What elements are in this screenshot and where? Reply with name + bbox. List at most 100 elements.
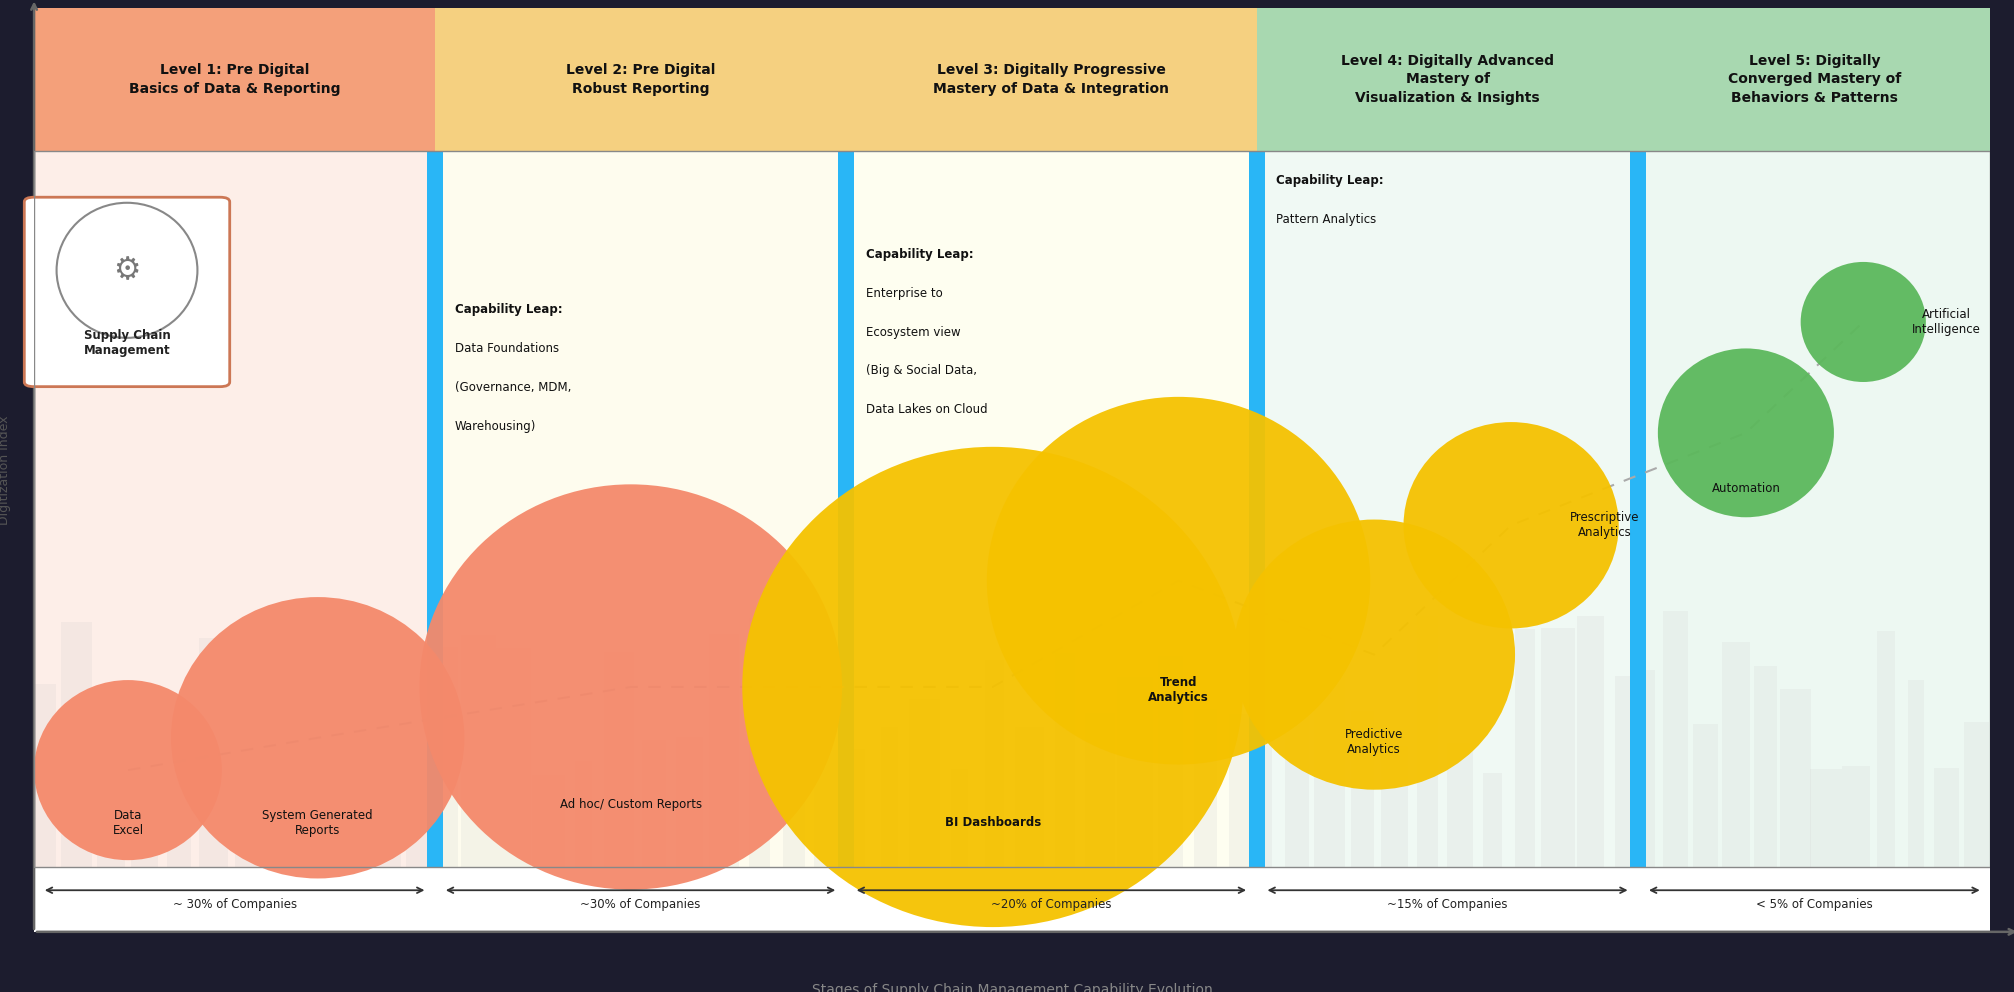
Text: ~15% of Companies: ~15% of Companies bbox=[1388, 898, 1508, 911]
Text: Level 3: Digitally Progressive
Mastery of Data & Integration: Level 3: Digitally Progressive Mastery o… bbox=[932, 63, 1170, 95]
Text: ⚙: ⚙ bbox=[113, 256, 141, 285]
Ellipse shape bbox=[1801, 262, 1925, 382]
Bar bbox=[495, 648, 532, 867]
Bar bbox=[429, 647, 457, 867]
Bar bbox=[167, 778, 191, 867]
Bar bbox=[709, 634, 739, 867]
Ellipse shape bbox=[419, 484, 842, 890]
Bar bbox=[783, 684, 806, 867]
Bar bbox=[1257, 8, 1637, 151]
Text: Data Lakes on Cloud: Data Lakes on Cloud bbox=[866, 404, 987, 417]
Bar bbox=[532, 775, 566, 867]
Text: Data
Excel: Data Excel bbox=[113, 808, 143, 837]
Bar bbox=[1907, 681, 1925, 867]
Bar bbox=[1933, 768, 1960, 867]
Text: ~ 30% of Companies: ~ 30% of Companies bbox=[173, 898, 296, 911]
Bar bbox=[1635, 671, 1656, 867]
Text: Ad hoc/ Custom Reports: Ad hoc/ Custom Reports bbox=[560, 798, 701, 810]
Bar bbox=[1086, 713, 1116, 867]
Bar bbox=[298, 613, 334, 867]
Ellipse shape bbox=[34, 681, 222, 860]
Text: Enterprise to: Enterprise to bbox=[866, 287, 943, 300]
Text: Level 2: Pre Digital
Robust Reporting: Level 2: Pre Digital Robust Reporting bbox=[566, 63, 715, 95]
Bar bbox=[1418, 616, 1438, 867]
Bar bbox=[576, 761, 592, 867]
Bar bbox=[1229, 713, 1251, 867]
Bar bbox=[880, 727, 898, 867]
Text: ~20% of Companies: ~20% of Companies bbox=[991, 898, 1112, 911]
Bar bbox=[1877, 631, 1895, 867]
Ellipse shape bbox=[743, 446, 1243, 928]
Bar bbox=[1722, 642, 1750, 867]
Bar bbox=[1482, 773, 1502, 867]
Bar bbox=[1382, 746, 1408, 867]
Bar bbox=[1811, 769, 1841, 867]
Bar bbox=[1577, 616, 1605, 867]
FancyBboxPatch shape bbox=[24, 197, 230, 387]
Bar bbox=[34, 8, 435, 151]
Text: Predictive
Analytics: Predictive Analytics bbox=[1345, 728, 1404, 756]
Ellipse shape bbox=[987, 397, 1370, 765]
Text: ~30% of Companies: ~30% of Companies bbox=[580, 898, 701, 911]
Text: Digitization Index: Digitization Index bbox=[0, 415, 12, 525]
Text: (Big & Social Data,: (Big & Social Data, bbox=[866, 364, 977, 378]
Bar bbox=[846, 151, 1257, 867]
Bar bbox=[1841, 766, 1871, 867]
Bar bbox=[1158, 656, 1182, 867]
Bar bbox=[1515, 629, 1535, 867]
Bar bbox=[1664, 611, 1688, 867]
Text: Pattern Analytics: Pattern Analytics bbox=[1277, 213, 1378, 226]
Bar bbox=[435, 151, 846, 867]
Text: System Generated
Reports: System Generated Reports bbox=[262, 808, 373, 837]
Text: Level 4: Digitally Advanced
Mastery of
Visualization & Insights: Level 4: Digitally Advanced Mastery of V… bbox=[1341, 54, 1555, 105]
Bar bbox=[985, 660, 1005, 867]
Bar bbox=[1055, 653, 1075, 867]
Bar bbox=[1615, 677, 1631, 867]
Text: Capability Leap:: Capability Leap: bbox=[1277, 175, 1384, 187]
Text: Level 1: Pre Digital
Basics of Data & Reporting: Level 1: Pre Digital Basics of Data & Re… bbox=[129, 63, 340, 95]
Bar bbox=[427, 151, 443, 867]
Text: Capability Leap:: Capability Leap: bbox=[455, 304, 562, 316]
Bar bbox=[1754, 666, 1776, 867]
Ellipse shape bbox=[1658, 348, 1835, 517]
Bar bbox=[1257, 151, 1637, 867]
Text: Stages of Supply Chain Management Capability Evolution: Stages of Supply Chain Management Capabi… bbox=[812, 983, 1212, 992]
Bar bbox=[1448, 743, 1472, 867]
Text: Capability Leap:: Capability Leap: bbox=[866, 248, 973, 261]
Bar bbox=[675, 737, 703, 867]
Bar bbox=[951, 769, 969, 867]
Text: Trend
Analytics: Trend Analytics bbox=[1148, 676, 1208, 703]
Text: Level 5: Digitally
Converged Mastery of
Behaviors & Patterns: Level 5: Digitally Converged Mastery of … bbox=[1728, 54, 1901, 105]
Bar bbox=[1194, 708, 1216, 867]
Text: (Governance, MDM,: (Governance, MDM, bbox=[455, 381, 572, 394]
Bar bbox=[846, 8, 1257, 151]
Text: Supply Chain
Management: Supply Chain Management bbox=[85, 329, 171, 357]
Bar bbox=[1694, 723, 1718, 867]
Bar bbox=[461, 635, 495, 867]
Bar bbox=[199, 638, 228, 867]
Bar bbox=[435, 8, 846, 151]
Bar bbox=[1637, 151, 1990, 867]
Bar bbox=[1249, 151, 1265, 867]
Ellipse shape bbox=[171, 597, 465, 879]
Bar bbox=[1631, 151, 1645, 867]
Text: < 5% of Companies: < 5% of Companies bbox=[1756, 898, 1873, 911]
Bar bbox=[60, 622, 91, 867]
Bar bbox=[604, 652, 634, 867]
Bar bbox=[1285, 655, 1309, 867]
Bar bbox=[236, 648, 260, 867]
Bar bbox=[749, 618, 769, 867]
Bar bbox=[908, 698, 941, 867]
Bar bbox=[1964, 722, 1988, 867]
Bar bbox=[844, 749, 864, 867]
Text: Prescriptive
Analytics: Prescriptive Analytics bbox=[1569, 511, 1639, 540]
Bar bbox=[838, 151, 854, 867]
Bar bbox=[405, 647, 433, 867]
Text: Automation: Automation bbox=[1712, 482, 1780, 495]
Text: BI Dashboards: BI Dashboards bbox=[945, 816, 1041, 829]
Bar bbox=[131, 766, 159, 867]
Bar bbox=[266, 632, 298, 867]
Text: Warehousing): Warehousing) bbox=[455, 420, 536, 433]
Bar bbox=[1351, 710, 1374, 867]
Bar bbox=[97, 769, 125, 867]
